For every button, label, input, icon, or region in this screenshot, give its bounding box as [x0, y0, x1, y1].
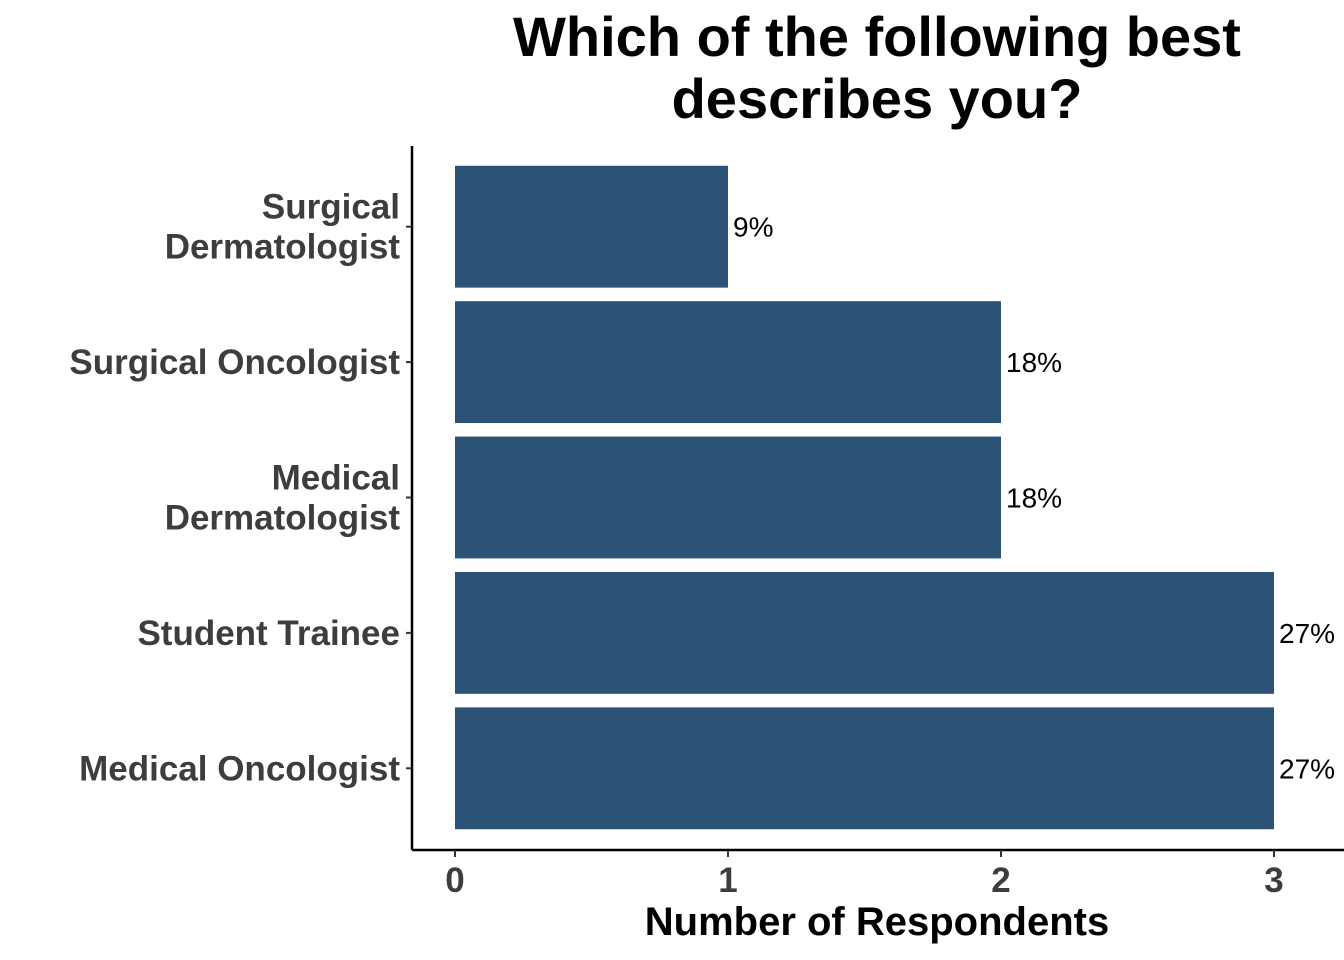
category-label: Dermatologist — [165, 228, 401, 267]
bar-value-label: 9% — [733, 212, 773, 243]
bar — [455, 707, 1274, 830]
category-label: Student Trainee — [137, 614, 400, 653]
bar-value-label: 27% — [1279, 753, 1335, 784]
bar — [455, 436, 1001, 559]
x-tick-label: 3 — [1264, 861, 1283, 900]
category-label: Dermatologist — [165, 499, 401, 538]
chart-title-line: describes you? — [672, 67, 1083, 130]
x-axis-title: Number of Respondents — [645, 900, 1109, 944]
bar-value-label: 27% — [1279, 618, 1335, 649]
category-label: Surgical Oncologist — [69, 343, 400, 382]
y-axis: Medical Oncologist Student Trainee Medical… — [69, 146, 414, 850]
bar — [455, 571, 1274, 694]
category-label: Surgical — [262, 188, 400, 227]
bar-value-label: 18% — [1006, 483, 1062, 514]
category-label: Medical — [272, 459, 400, 498]
bars — [455, 165, 1274, 830]
bar — [455, 165, 728, 288]
bar-value-label: 18% — [1006, 347, 1062, 378]
x-axis: 0 1 2 3 Number of Respondents — [412, 848, 1344, 944]
bar — [455, 301, 1001, 424]
value-labels: 27% 27% 18% 18% 9% — [733, 212, 1335, 785]
x-tick-label: 2 — [991, 861, 1010, 900]
chart-title-line: Which of the following best — [513, 5, 1241, 68]
x-tick-label: 0 — [445, 861, 464, 900]
category-label: Medical Oncologist — [79, 749, 400, 788]
x-tick-label: 1 — [718, 861, 737, 900]
